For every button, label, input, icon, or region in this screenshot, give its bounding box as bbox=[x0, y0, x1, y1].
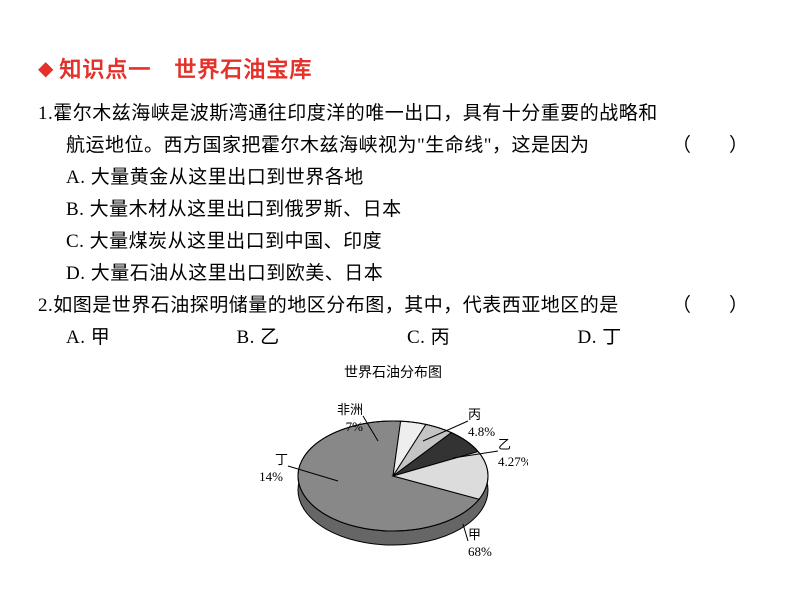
q1-paren: （ ） bbox=[672, 130, 748, 162]
q2-option-d: D. 丁 bbox=[578, 322, 749, 354]
chart-title: 世界石油分布图 bbox=[258, 362, 528, 382]
q2-number: 2. bbox=[38, 295, 53, 316]
q2-paren: （ ） bbox=[672, 290, 748, 322]
heading-text: 知识点一 世界石油宝库 bbox=[59, 52, 312, 84]
slice-label-乙: 乙 bbox=[498, 437, 511, 452]
slice-pct-非洲: 7% bbox=[346, 419, 364, 434]
diamond-icon: ◆ bbox=[38, 56, 53, 81]
slice-label-甲: 甲 bbox=[468, 527, 481, 542]
slice-pct-丁: 14% bbox=[259, 469, 283, 484]
q1-line2-text: 航运地位。西方国家把霍尔木兹海峡视为"生命线"，这是因为 bbox=[66, 130, 590, 162]
q1-stem-line1: 1.霍尔木兹海峡是波斯湾通往印度洋的唯一出口，具有十分重要的战略和 bbox=[38, 98, 748, 130]
pie-chart: 甲 68% 乙 4.27% 丙 4.8% 非洲 7% 丁 14% bbox=[258, 386, 528, 556]
slice-pct-甲: 68% bbox=[468, 544, 492, 556]
section-heading: ◆ 知识点一 世界石油宝库 bbox=[38, 52, 748, 84]
q1-number: 1. bbox=[38, 103, 53, 124]
q1-option-a: A. 大量黄金从这里出口到世界各地 bbox=[38, 162, 748, 194]
slice-label-非洲: 非洲 bbox=[337, 402, 363, 417]
question-1: 1.霍尔木兹海峡是波斯湾通往印度洋的唯一出口，具有十分重要的战略和 航运地位。西… bbox=[38, 98, 748, 290]
q1-option-b: B. 大量木材从这里出口到俄罗斯、日本 bbox=[38, 194, 748, 226]
q2-option-b: B. 乙 bbox=[237, 322, 408, 354]
slice-label-丙: 丙 bbox=[468, 407, 481, 422]
q2-options-row: A. 甲 B. 乙 C. 丙 D. 丁 bbox=[38, 322, 748, 354]
q2-stem: 2.如图是世界石油探明储量的地区分布图，其中，代表西亚地区的是 （ ） bbox=[38, 290, 748, 322]
question-2: 2.如图是世界石油探明储量的地区分布图，其中，代表西亚地区的是 （ ） A. 甲… bbox=[38, 290, 748, 354]
q1-option-c: C. 大量煤炭从这里出口到中国、印度 bbox=[38, 226, 748, 258]
q1-stem-line2: 航运地位。西方国家把霍尔木兹海峡视为"生命线"，这是因为 （ ） bbox=[38, 130, 748, 162]
q1-line1-text: 霍尔木兹海峡是波斯湾通往印度洋的唯一出口，具有十分重要的战略和 bbox=[53, 103, 658, 124]
q2-stem-text: 如图是世界石油探明储量的地区分布图，其中，代表西亚地区的是 bbox=[53, 295, 619, 316]
q2-option-c: C. 丙 bbox=[407, 322, 578, 354]
q2-option-a: A. 甲 bbox=[66, 322, 237, 354]
slice-pct-乙: 4.27% bbox=[498, 454, 528, 469]
pie-chart-container: 世界石油分布图 甲 68% 乙 4.27% 丙 4.8% 非洲 7% 丁 14% bbox=[258, 362, 528, 556]
q1-option-d: D. 大量石油从这里出口到欧美、日本 bbox=[38, 258, 748, 290]
slice-label-丁: 丁 bbox=[275, 452, 288, 467]
page-content: ◆ 知识点一 世界石油宝库 1.霍尔木兹海峡是波斯湾通往印度洋的唯一出口，具有十… bbox=[0, 0, 794, 556]
slice-pct-丙: 4.8% bbox=[468, 424, 495, 439]
